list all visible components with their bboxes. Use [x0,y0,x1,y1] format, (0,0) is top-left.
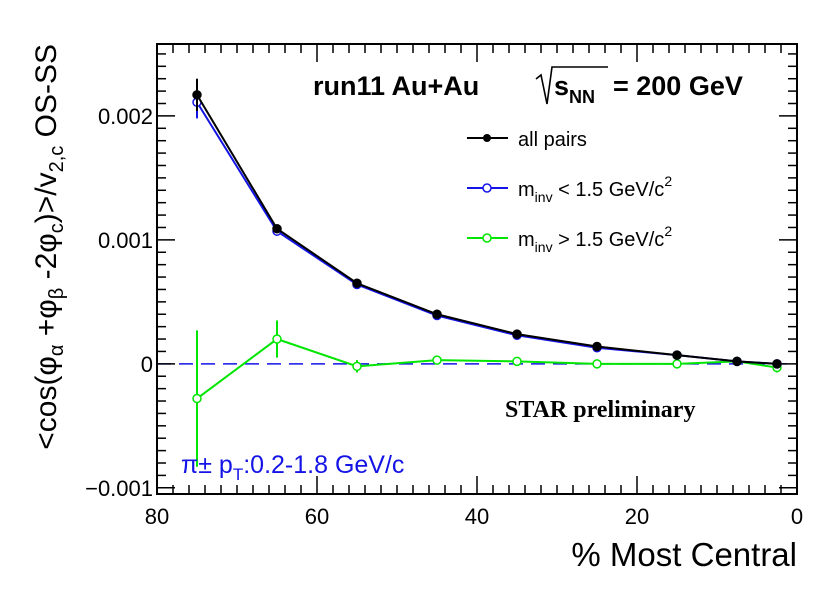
legend-label-minv-low: minv < 1.5 GeV/c2 [518,173,672,205]
x-axis-title: % Most Central [571,536,797,573]
sqrt-symbol [535,66,608,105]
data-point [672,359,682,369]
y-tick-label: 0 [141,352,153,377]
y-tick-label: 0.001 [98,228,153,253]
data-point [432,309,442,319]
data-point [592,341,602,352]
kinematics-label: π± pT:0.2-1.8 GeV/c [181,451,404,484]
y-axis-title: <cos(φα +φβ -2φc)>/v2,c OS-SS [30,44,68,450]
data-point [592,359,602,369]
plot-frame [156,43,798,495]
data-point [672,350,682,360]
data-point [272,334,282,344]
legend-marker-minv-high [482,233,492,243]
preliminary-label: STAR preliminary [505,397,695,423]
header-sqrt-subscript: NN [569,87,595,107]
header-sqrt-s: s [554,71,569,101]
legend-marker-minv-low [482,183,492,193]
x-tick-label: 60 [305,504,329,529]
legend-entry-minv-low: minv < 1.5 GeV/c2 [467,173,672,205]
data-point [512,356,522,367]
legend-marker-all-pairs [483,134,491,142]
legend-entry-all-pairs: all pairs [467,129,587,151]
header-energy: = 200 GeV [613,71,743,101]
axis-layer: 80 60 40 20 0 −0.001 0 0.001 0.002 [85,44,803,529]
x-tick-label: 80 [145,504,169,529]
data-point [272,223,282,234]
data-point [352,361,362,372]
y-tick-label: −0.001 [85,476,153,501]
data-point [192,393,202,404]
data-point [432,355,442,365]
legend: all pairs minv < 1.5 GeV/c2 minv > 1.5 G… [467,129,672,255]
data-point [192,90,202,100]
legend-label-all-pairs: all pairs [518,129,587,151]
x-tick-label: 0 [791,504,803,529]
legend-entry-minv-high: minv > 1.5 GeV/c2 [467,223,672,255]
series-layer [192,78,782,467]
x-tick-label: 20 [625,504,649,529]
series-0 [192,78,782,369]
y-tick-label: 0.002 [98,104,153,129]
series-line [196,337,778,400]
series-2 [192,320,782,467]
x-tick-label: 40 [465,504,489,529]
data-point [512,329,522,339]
header-run-label: run11 Au+Au [313,71,479,101]
data-point [732,356,742,367]
legend-label-minv-high: minv > 1.5 GeV/c2 [518,223,672,255]
data-point [352,278,362,289]
